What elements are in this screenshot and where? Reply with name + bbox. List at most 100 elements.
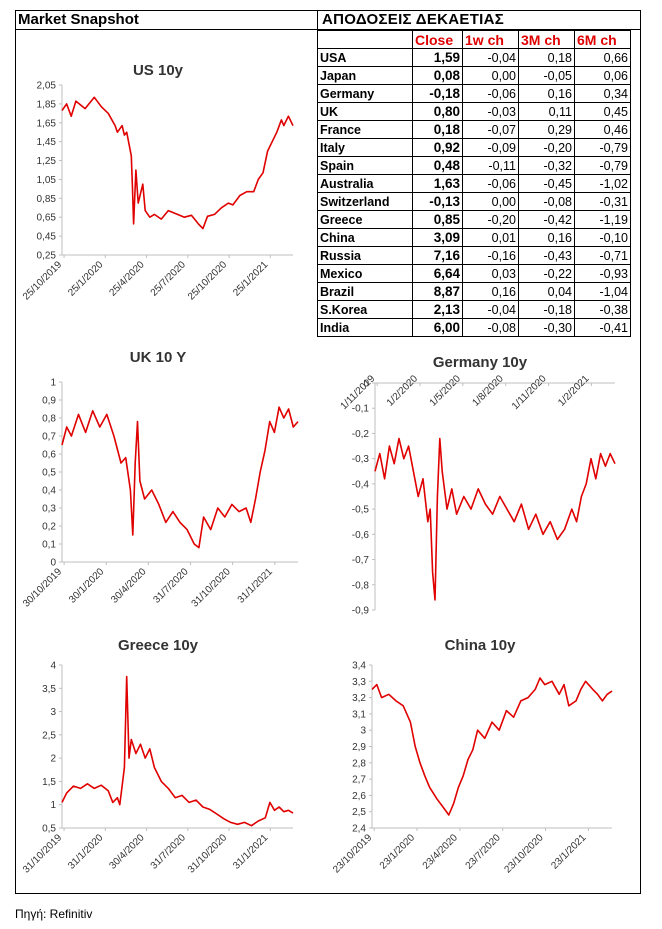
yields-table: Close 1w ch 3M ch 6M ch USA 1,59 -0,04 0,18… — [317, 30, 631, 337]
y-tick-label: -0,5 — [352, 505, 370, 516]
country-cell: USA — [317, 48, 413, 67]
3m-change-cell: 0,29 — [518, 120, 575, 139]
y-tick-label: 1,45 — [37, 137, 57, 148]
3m-change-cell: -0,43 — [518, 246, 575, 265]
y-tick-label: 0,5 — [42, 468, 56, 479]
x-tick-label: 31/10/2020 — [190, 566, 233, 609]
close-cell: 1,59 — [412, 48, 463, 67]
y-tick-label: -0,4 — [352, 479, 370, 490]
close-cell: 0,80 — [412, 102, 463, 121]
y-tick-label: 0,7 — [42, 432, 56, 443]
chart-title: Greece 10y — [118, 637, 199, 654]
close-cell: 0,48 — [412, 156, 463, 175]
source-note: Πηγή: Refinitiv — [15, 907, 93, 921]
y-tick-label: -0,1 — [352, 404, 370, 415]
x-tick-label: 25/10/2020 — [186, 259, 229, 302]
y-tick-label: -0,9 — [352, 606, 370, 617]
country-cell: Australia — [317, 174, 413, 193]
3m-change-cell: -0,32 — [518, 156, 575, 175]
y-tick-label: 0,5 — [42, 824, 56, 835]
x-tick-label: 25/1/2021 — [231, 259, 271, 299]
country-cell: Italy — [317, 138, 413, 157]
country-cell: Spain — [317, 156, 413, 175]
chart-title: UK 10 Y — [130, 349, 186, 366]
y-tick-label: 3,4 — [352, 661, 366, 672]
close-cell: 6,00 — [412, 318, 463, 337]
6m-change-cell: -0,41 — [574, 318, 631, 337]
table-row: USA 1,59 -0,04 0,18 0,66 — [317, 48, 631, 67]
week-change-cell: -0,20 — [462, 210, 519, 229]
week-change-cell: -0,08 — [462, 318, 519, 337]
y-tick-label: 1,25 — [37, 156, 57, 167]
y-tick-label: 0,25 — [37, 251, 57, 262]
y-tick-label: -0,6 — [352, 530, 370, 541]
3m-change-cell: -0,08 — [518, 192, 575, 211]
6m-change-cell: -0,71 — [574, 246, 631, 265]
6m-change-cell: -0,31 — [574, 192, 631, 211]
table-row: Mexico 6,64 0,03 -0,22 -0,93 — [317, 264, 631, 283]
country-cell: Japan — [317, 66, 413, 85]
x-tick-label: 25/7/2020 — [149, 259, 189, 299]
3m-change-cell: 0,18 — [518, 48, 575, 67]
country-cell: Russia — [317, 246, 413, 265]
series-line — [61, 406, 299, 549]
table-row: UK 0,80 -0,03 0,11 0,45 — [317, 102, 631, 121]
y-tick-label: 2,9 — [352, 742, 366, 753]
3m-change-cell: -0,45 — [518, 174, 575, 193]
week-change-cell: -0,07 — [462, 120, 519, 139]
country-cell: Switzerland — [317, 192, 413, 211]
close-cell: 0,92 — [412, 138, 463, 157]
x-tick-label: 30/4/2020 — [107, 832, 147, 872]
y-tick-label: 3,5 — [42, 684, 56, 695]
3m-change-cell: 0,04 — [518, 282, 575, 301]
x-tick-label: 23/7/2020 — [464, 832, 504, 872]
3m-change-cell: 0,11 — [518, 102, 575, 121]
week-change-cell: 0,00 — [462, 192, 519, 211]
x-tick-label: 1/11/2020 — [510, 373, 549, 412]
close-cell: 0,08 — [412, 66, 463, 85]
6m-change-cell: 0,34 — [574, 84, 631, 103]
x-tick-label: 31/1/2021 — [236, 566, 276, 606]
header-divider — [15, 29, 641, 30]
close-cell: 6,64 — [412, 264, 463, 283]
x-tick-label: 31/10/2020 — [186, 832, 229, 875]
series-line — [374, 437, 616, 601]
country-cell: Brazil — [317, 282, 413, 301]
6m-change-cell: -0,79 — [574, 156, 631, 175]
country-cell: Mexico — [317, 264, 413, 283]
x-tick-label: 23/1/2020 — [378, 832, 418, 872]
y-tick-label: 2,5 — [352, 807, 366, 818]
y-tick-label: 4 — [50, 661, 56, 672]
y-tick-label: 0,85 — [37, 194, 57, 205]
x-tick-label: 30/10/2019 — [21, 566, 64, 609]
x-tick-label: 30/1/2020 — [67, 566, 107, 606]
y-tick-label: 2 — [50, 754, 56, 765]
y-tick-label: 1,85 — [37, 99, 57, 110]
series-line — [61, 96, 294, 230]
week-change-cell: -0,06 — [462, 84, 519, 103]
6m-change-cell: -1,19 — [574, 210, 631, 229]
market-snapshot-title: Market Snapshot — [18, 11, 139, 28]
table-row: Japan 0,08 0,00 -0,05 0,06 — [317, 66, 631, 85]
week-change-cell: -0,11 — [462, 156, 519, 175]
y-tick-label: 1 — [50, 800, 56, 811]
week-change-cell: -0,09 — [462, 138, 519, 157]
y-tick-label: 0,4 — [42, 486, 56, 497]
close-cell: -0,13 — [412, 192, 463, 211]
y-tick-label: 3,1 — [352, 709, 366, 720]
3m-change-cell: -0,05 — [518, 66, 575, 85]
6m-change-cell: 0,46 — [574, 120, 631, 139]
y-tick-label: 3 — [360, 726, 366, 737]
y-tick-label: 0,8 — [42, 414, 56, 425]
6m-change-cell: -0,10 — [574, 228, 631, 247]
week-change-cell: -0,06 — [462, 174, 519, 193]
x-tick-label: 23/10/2019 — [331, 832, 374, 875]
y-tick-label: 3 — [50, 707, 56, 718]
6m-change-cell: -1,02 — [574, 174, 631, 193]
3m-change-cell: 0,16 — [518, 228, 575, 247]
uk-10y-chart: UK 10 Y10,90,80,70,60,50,40,30,20,1030/1… — [21, 349, 299, 610]
chart-title: China 10y — [445, 637, 517, 654]
column-header-1w: 1w ch — [462, 30, 519, 49]
chart-title: US 10y — [133, 62, 184, 79]
